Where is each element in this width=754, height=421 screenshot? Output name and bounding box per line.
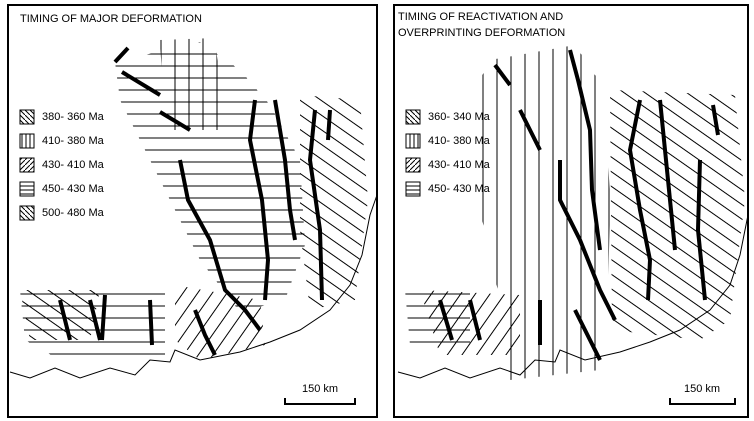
legend: 380- 360 Ma 410- 380 Ma 430- 410 Ma 450- 43…	[20, 110, 105, 220]
legend-label: 450- 430 Ma	[42, 183, 105, 195]
legend-swatch-pattern	[20, 158, 34, 172]
panel-right: TIMING OF REACTIVATION AND OVERPRINTING …	[394, 5, 748, 417]
panel-title: TIMING OF MAJOR DEFORMATION	[20, 13, 202, 25]
scale-bar: 150 km	[670, 383, 735, 404]
legend-label: 410- 380 Ma	[428, 135, 491, 147]
legend-label: 430- 410 Ma	[42, 159, 105, 171]
legend-swatch-pattern	[20, 110, 34, 124]
scale-label: 150 km	[684, 383, 720, 395]
zone-diagonal	[300, 95, 368, 310]
scale-label: 150 km	[302, 383, 338, 395]
panel-title: OVERPRINTING DEFORMATION	[398, 27, 565, 39]
legend-swatch-pattern	[20, 206, 34, 220]
legend-label: 450- 430 Ma	[428, 183, 491, 195]
legend-swatch-pattern	[406, 134, 420, 148]
panel-title: TIMING OF REACTIVATION AND	[398, 11, 563, 23]
legend-label: 410- 380 Ma	[42, 135, 105, 147]
legend-swatch-pattern	[406, 110, 420, 124]
scale-bar: 150 km	[285, 383, 355, 404]
legend-label: 380- 360 Ma	[42, 111, 105, 123]
map-line	[285, 398, 355, 404]
zone-diagonal	[20, 290, 100, 340]
map-line	[670, 398, 735, 404]
legend-swatch-pattern	[20, 134, 34, 148]
legend-label: 430- 410 Ma	[428, 159, 491, 171]
legend-label: 360- 340 Ma	[428, 111, 491, 123]
legend-swatch-pattern	[20, 182, 34, 196]
map-line	[328, 110, 330, 140]
legend-swatch-pattern	[406, 158, 420, 172]
legend-label: 500- 480 Ma	[42, 207, 105, 219]
zone-diagonal	[610, 90, 745, 340]
legend-swatch-pattern	[406, 182, 420, 196]
figure: TIMING OF MAJOR DEFORMATION 150 km 380- …	[0, 0, 754, 421]
panel-left: TIMING OF MAJOR DEFORMATION 150 km 380- …	[8, 5, 377, 417]
